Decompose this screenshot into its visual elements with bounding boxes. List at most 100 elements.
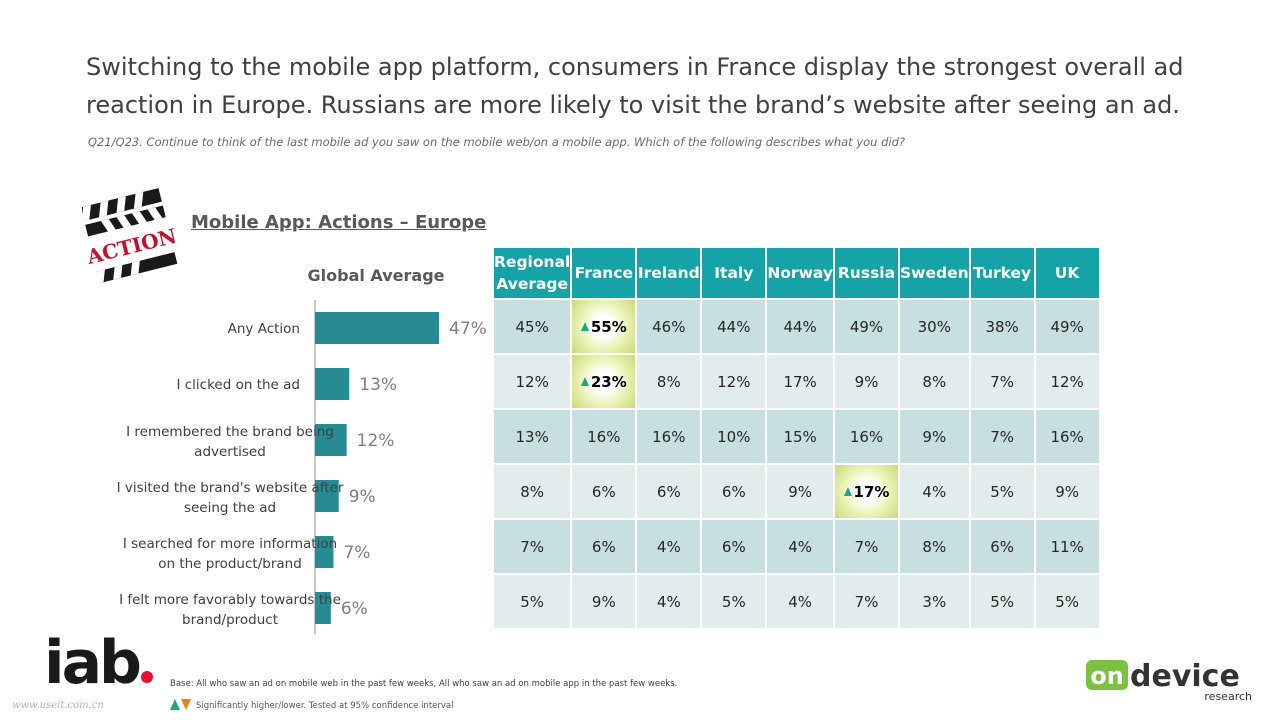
- bar-value-label: 12%: [357, 431, 395, 451]
- country-value-cell: 23%: [572, 355, 636, 408]
- country-value-cell: 16%: [637, 410, 701, 463]
- country-value-cell: 8%: [637, 355, 701, 408]
- header-country: Sweden: [899, 248, 969, 298]
- country-value-cell: 11%: [1035, 520, 1099, 573]
- country-value-cell: 16%: [834, 410, 898, 463]
- country-value-cell: 12%: [1035, 355, 1099, 408]
- global-average-label: Global Average: [307, 266, 445, 285]
- regional-average-cell: 8%: [494, 465, 571, 518]
- header-country: Ireland: [637, 248, 701, 298]
- category-label: I searched for more information: [123, 536, 337, 552]
- header-country: Russia: [834, 248, 898, 298]
- header-country: France: [572, 248, 636, 298]
- header-regional-line2: Average: [496, 275, 569, 293]
- global-average-bar-chart: 47% Any Action 13% I clicked on the ad 12% I …: [117, 300, 487, 634]
- country-value-cell: 5%: [970, 465, 1034, 518]
- country-value-cell: 6%: [702, 520, 766, 573]
- country-value-cell: 15%: [767, 410, 833, 463]
- header-country: Turkey: [970, 248, 1034, 298]
- category-label: I clicked on the ad: [176, 377, 300, 393]
- country-value-cell: 44%: [702, 300, 766, 353]
- table-row: 12% 23% 8% 12% 17% 9% 8% 7% 12%: [494, 355, 1099, 408]
- bar-value-label: 47%: [449, 319, 487, 339]
- country-value-cell: 49%: [1035, 300, 1099, 353]
- country-value-cell: 7%: [970, 410, 1034, 463]
- country-value-cell: 4%: [767, 575, 833, 628]
- significance-legend-text: Significantly higher/lower. Tested at 95…: [196, 701, 454, 711]
- country-value-cell: 3%: [899, 575, 969, 628]
- country-value-cell: 7%: [834, 520, 898, 573]
- category-label: seeing the ad: [184, 500, 276, 516]
- question-text: Q21/Q23. Continue to think of the last m…: [88, 135, 906, 149]
- country-value-cell: 6%: [637, 465, 701, 518]
- regional-average-cell: 7%: [494, 520, 571, 573]
- country-value-cell: 4%: [637, 575, 701, 628]
- significance-legend: Significantly higher/lower. Tested at 95…: [170, 699, 453, 711]
- country-value-cell: 4%: [899, 465, 969, 518]
- bar: [315, 368, 350, 400]
- country-value-cell: 9%: [572, 575, 636, 628]
- table-row: 45% 55% 46% 44% 44% 49% 30% 38% 49%: [494, 300, 1099, 353]
- country-value-cell: 6%: [572, 465, 636, 518]
- country-value-cell: 38%: [970, 300, 1034, 353]
- country-value-cell: 17%: [767, 355, 833, 408]
- bar: [315, 536, 334, 568]
- country-value-cell: 4%: [637, 520, 701, 573]
- country-value-cell: 9%: [899, 410, 969, 463]
- country-value-cell: 12%: [702, 355, 766, 408]
- country-value-cell: 5%: [1035, 575, 1099, 628]
- ondevice-logo-sub: research: [1204, 690, 1252, 702]
- ondevice-logo-main: device: [1130, 659, 1240, 694]
- table-row: 8% 6% 6% 6% 9% 17% 4% 5% 9%: [494, 465, 1099, 518]
- bar: [315, 480, 339, 512]
- country-value-cell: 9%: [1035, 465, 1099, 518]
- country-value-cell: 16%: [1035, 410, 1099, 463]
- category-label: advertised: [194, 444, 266, 460]
- country-value-cell: 7%: [834, 575, 898, 628]
- significantly-higher-icon: [580, 321, 589, 331]
- table-row: 13% 16% 16% 10% 15% 16% 9% 7% 16%: [494, 410, 1099, 463]
- bar: [315, 592, 331, 624]
- category-label: on the product/brand: [158, 556, 302, 572]
- category-label: brand/product: [182, 612, 278, 628]
- watermark: www.useit.com.cn: [12, 700, 104, 711]
- europe-country-table: Regional Average France Ireland Italy No…: [492, 246, 1101, 630]
- country-value-cell: 5%: [702, 575, 766, 628]
- table-header-row: Regional Average France Ireland Italy No…: [494, 248, 1099, 298]
- country-value-cell: 6%: [572, 520, 636, 573]
- table-row: 5% 9% 4% 5% 4% 7% 3% 5% 5%: [494, 575, 1099, 628]
- section-title: Mobile App: Actions – Europe: [191, 212, 487, 233]
- country-value-cell: 55%: [572, 300, 636, 353]
- ondevice-logo-on: on: [1090, 662, 1124, 690]
- country-value-cell: 16%: [572, 410, 636, 463]
- regional-average-cell: 13%: [494, 410, 571, 463]
- category-label: Any Action: [228, 321, 300, 337]
- significantly-higher-icon: [843, 486, 852, 496]
- country-value-cell: 8%: [899, 520, 969, 573]
- significantly-higher-icon: [580, 376, 589, 386]
- header-country: UK: [1035, 248, 1099, 298]
- action-clapperboard-icon: ACTION: [82, 188, 179, 289]
- regional-average-cell: 45%: [494, 300, 571, 353]
- table-row: 7% 6% 4% 6% 4% 7% 8% 6% 11%: [494, 520, 1099, 573]
- country-value-cell: 49%: [834, 300, 898, 353]
- cell-value: 17%: [853, 482, 890, 501]
- significance-arrows-icon: [170, 699, 191, 710]
- iab-logo: iab: [44, 628, 154, 698]
- base-note: Base: All who saw an ad on mobile web in…: [170, 679, 678, 689]
- category-label: I felt more favorably towards the: [119, 592, 341, 608]
- country-value-cell: 10%: [702, 410, 766, 463]
- regional-average-cell: 5%: [494, 575, 571, 628]
- country-value-cell: 6%: [970, 520, 1034, 573]
- country-value-cell: 8%: [899, 355, 969, 408]
- header-regional-average: Regional Average: [494, 248, 571, 298]
- country-value-cell: 9%: [834, 355, 898, 408]
- header-country: Norway: [767, 248, 833, 298]
- country-value-cell: 5%: [970, 575, 1034, 628]
- regional-average-cell: 12%: [494, 355, 571, 408]
- bar-value-label: 7%: [343, 543, 370, 563]
- country-value-cell: 6%: [702, 465, 766, 518]
- bar: [315, 312, 439, 344]
- iab-logo-dot: [141, 671, 154, 683]
- country-value-cell: 30%: [899, 300, 969, 353]
